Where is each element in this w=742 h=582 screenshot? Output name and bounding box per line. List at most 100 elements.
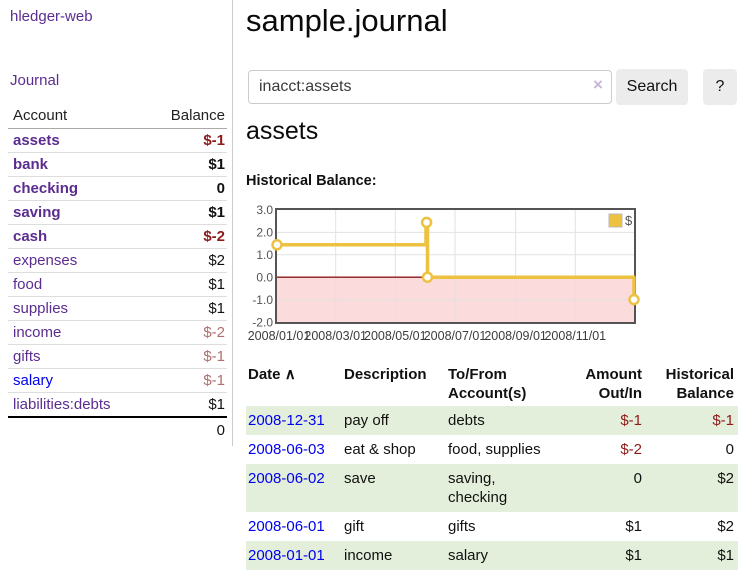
transaction-accounts: saving, checking: [448, 470, 508, 506]
transaction-accounts: debts: [448, 412, 485, 429]
transaction-description: income: [344, 547, 393, 564]
chart-border: [275, 208, 636, 324]
account-balance: $1: [208, 300, 225, 317]
transaction-amount: $-1: [620, 412, 642, 429]
clear-search-icon[interactable]: ×: [593, 75, 603, 94]
search-button[interactable]: Search: [616, 69, 688, 105]
transaction-date-link[interactable]: 2008-06-03: [248, 441, 325, 458]
account-balance: $-1: [203, 372, 225, 389]
search-input[interactable]: [248, 70, 612, 104]
transaction-description: gift: [344, 518, 365, 535]
account-row-checking: checking 0: [8, 176, 227, 201]
account-link[interactable]: supplies: [13, 300, 69, 317]
register-row: 2008-12-31 pay off debts $-1 $-1: [246, 406, 738, 435]
svg-text:-2.0: -2.0: [252, 316, 273, 330]
accounts-column-header: Account: [8, 105, 147, 129]
column-header-date[interactable]: Date ∧: [246, 362, 342, 406]
historical-balance-chart: $ 3.0 2.0 1.0 0.0 -1.0 -2.0 2008/01/01 2…: [248, 203, 640, 343]
svg-text:-1.0: -1.0: [252, 293, 273, 307]
account-balance: $1: [208, 156, 225, 173]
transaction-accounts: salary: [448, 547, 489, 564]
transaction-description: eat & shop: [344, 441, 416, 458]
svg-text:2008/03/01: 2008/03/01: [304, 329, 367, 343]
svg-text:3.0: 3.0: [256, 203, 273, 217]
transaction-date-link[interactable]: 2008-01-01: [248, 547, 325, 564]
account-row-gifts: gifts $-1: [8, 344, 227, 369]
account-balance: $-2: [203, 324, 225, 341]
account-page-title: assets: [246, 117, 319, 145]
account-link[interactable]: assets: [13, 132, 60, 149]
svg-text:2008/09/01: 2008/09/01: [484, 329, 547, 343]
transaction-date-link[interactable]: 2008-06-01: [248, 518, 325, 535]
account-balance: $-1: [203, 132, 225, 149]
accounts-total-row: 0: [8, 416, 227, 442]
account-link[interactable]: expenses: [13, 252, 78, 269]
account-row-cash: cash $-2: [8, 224, 227, 249]
account-row-bank: bank $1: [8, 152, 227, 177]
transaction-accounts: food, supplies: [448, 441, 541, 458]
register-row: 2008-01-01 income salary $1 $1: [246, 541, 738, 570]
accounts-header-row: Account Balance: [8, 105, 227, 129]
legend-swatch: [608, 213, 623, 228]
column-header-amount: Amount Out/In: [585, 366, 642, 402]
account-row-supplies: supplies $1: [8, 296, 227, 321]
help-button[interactable]: ?: [703, 69, 737, 105]
transaction-balance: $1: [717, 547, 734, 564]
sidebar-item-journal[interactable]: Journal: [10, 72, 60, 89]
legend-label: $: [625, 213, 633, 228]
transaction-description: pay off: [344, 412, 389, 429]
sort-ascending-icon: ∧: [284, 366, 296, 383]
svg-text:2008/05/01: 2008/05/01: [364, 329, 427, 343]
transaction-amount: 0: [633, 470, 642, 487]
account-balance: $1: [208, 204, 225, 221]
account-balance: $1: [208, 396, 225, 413]
column-header-accounts: To/From Account(s): [448, 366, 527, 402]
account-row-liabilities-debts: liabilities:debts $1: [8, 392, 227, 417]
transaction-balance: $2: [717, 518, 734, 535]
account-link[interactable]: liabilities:debts: [13, 396, 111, 413]
page-title: sample.journal: [246, 3, 448, 38]
account-link[interactable]: gifts: [13, 348, 41, 365]
register-header-row: Date ∧ Description To/From Account(s) Am…: [246, 362, 738, 406]
svg-text:0.0: 0.0: [256, 271, 273, 285]
svg-text:2008/07/01: 2008/07/01: [424, 329, 487, 343]
svg-text:2.0: 2.0: [256, 226, 273, 240]
transaction-amount: $1: [625, 547, 642, 564]
account-balance: $2: [208, 252, 225, 269]
account-link[interactable]: checking: [13, 180, 79, 197]
account-link[interactable]: saving: [13, 204, 61, 221]
transaction-accounts: gifts: [448, 518, 476, 535]
account-link[interactable]: food: [13, 276, 43, 293]
accounts-total-value: 0: [146, 416, 227, 442]
account-row-expenses: expenses $2: [8, 248, 227, 273]
account-link[interactable]: salary: [13, 372, 54, 389]
chart-point-markers: [271, 216, 640, 306]
transaction-balance: $2: [717, 470, 734, 487]
transaction-amount: $1: [625, 518, 642, 535]
svg-text:2008/01/01: 2008/01/01: [248, 329, 311, 343]
chart-y-axis-labels: 3.0 2.0 1.0 0.0 -1.0 -2.0: [252, 203, 273, 330]
register-row: 2008-06-02 save saving, checking 0 $2: [246, 464, 738, 512]
transaction-amount: $-2: [620, 441, 642, 458]
transaction-date-link[interactable]: 2008-12-31: [248, 412, 325, 429]
account-link[interactable]: cash: [13, 228, 48, 245]
account-balance: $1: [208, 276, 225, 293]
account-link[interactable]: income: [13, 324, 62, 341]
transaction-date-link[interactable]: 2008-06-02: [248, 470, 325, 487]
svg-text:2008/11/01: 2008/11/01: [544, 329, 606, 343]
column-header-balance: Historical Balance: [665, 366, 734, 402]
accounts-tree-table: Account Balance assets $-1 bank $1 check…: [8, 105, 227, 442]
account-row-food: food $1: [8, 272, 227, 297]
app-title-link[interactable]: hledger-web: [10, 8, 93, 25]
register-row: 2008-06-03 eat & shop food, supplies $-2…: [246, 435, 738, 464]
transaction-balance: 0: [725, 441, 734, 458]
account-row-saving: saving $1: [8, 200, 227, 225]
account-row-salary: salary $-1: [8, 368, 227, 393]
svg-text:1.0: 1.0: [256, 248, 273, 262]
chart-title: Historical Balance:: [246, 173, 377, 189]
register-row: 2008-06-01 gift gifts $1 $2: [246, 512, 738, 541]
account-row-assets: assets $-1: [8, 129, 227, 153]
register-table: Date ∧ Description To/From Account(s) Am…: [246, 362, 738, 570]
account-link[interactable]: bank: [13, 156, 49, 173]
